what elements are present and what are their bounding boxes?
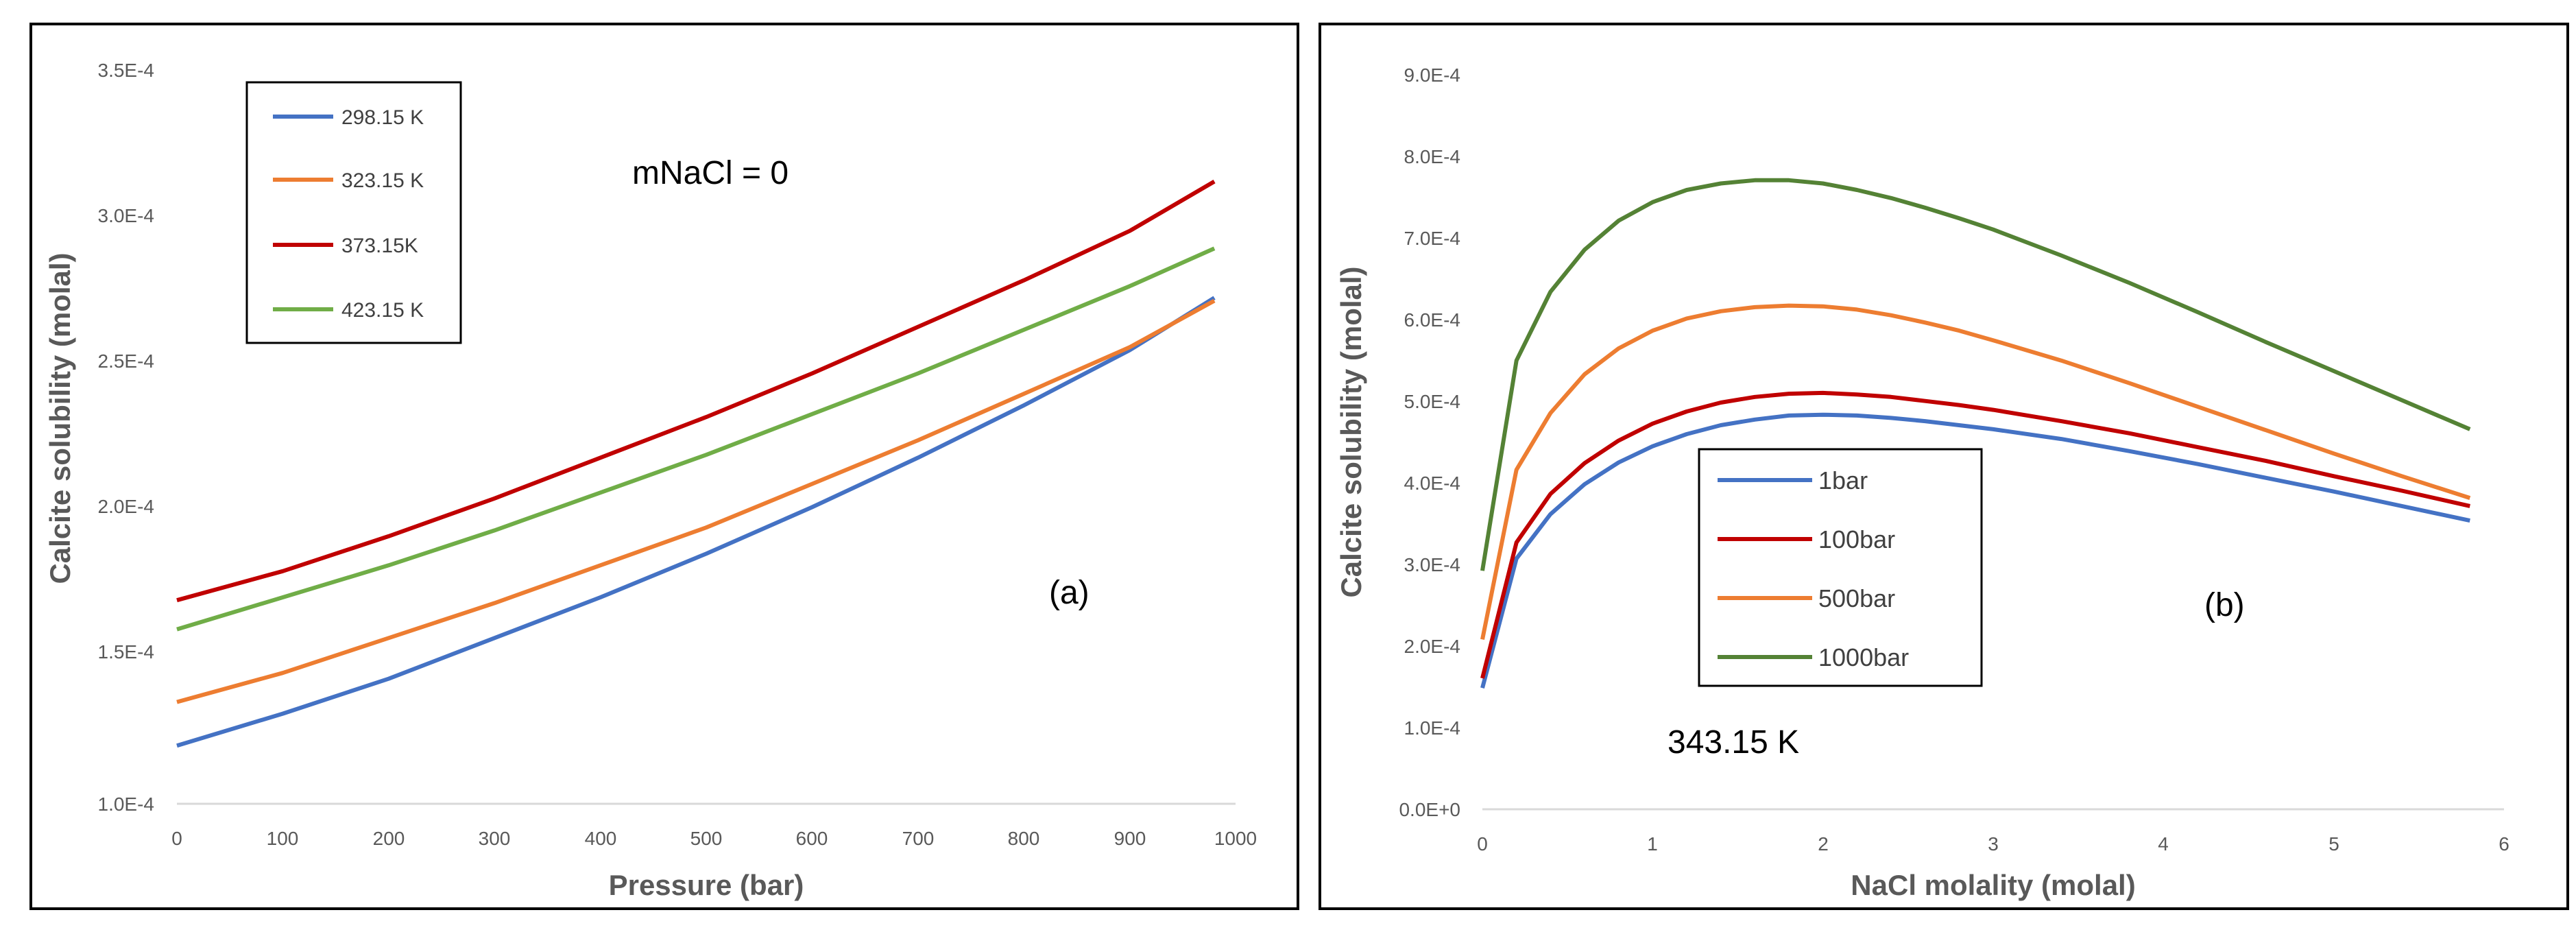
panel-b-x-ticks: 0 1 2 3 4 5 6 [1477, 833, 2509, 855]
panel-b-y-axis-title: Calcite solubility (molal) [1335, 266, 1367, 597]
panel-a-x-ticks: 0 100 200 300 400 500 600 700 800 900 10… [171, 828, 1257, 849]
panel-b-x-tick: 6 [2499, 833, 2509, 855]
panel-b-x-tick: 3 [1988, 833, 1999, 855]
panel-b-y-tick: 2.0E-4 [1404, 636, 1461, 657]
panel-a-x-tick: 300 [479, 828, 511, 849]
panel-a-y-tick: 1.5E-4 [98, 641, 155, 663]
panel-a-y-ticks: 1.0E-4 1.5E-4 2.0E-4 2.5E-4 3.0E-4 3.5E-… [98, 60, 155, 815]
panel-a-x-tick: 400 [585, 828, 617, 849]
panel-b-y-tick: 6.0E-4 [1404, 309, 1461, 331]
panel-a-series-373-15k-line [176, 180, 1216, 603]
panel-b-label: (b) [2204, 587, 2245, 623]
panel-a-x-axis-title: Pressure (bar) [609, 869, 804, 901]
panel-a-y-tick: 1.0E-4 [98, 793, 155, 815]
panel-a-y-tick: 3.0E-4 [98, 205, 155, 226]
panel-b-series-100bar-line [1480, 390, 2470, 679]
panel-a-annotation: mNaCl = 0 [632, 155, 789, 191]
panel-b-y-ticks: 0.0E+0 1.0E-4 2.0E-4 3.0E-4 4.0E-4 5.0E-… [1399, 64, 1460, 820]
panel-a-x-tick: 500 [690, 828, 723, 849]
panel-a-series [176, 180, 1216, 748]
panel-b-x-tick: 1 [1647, 833, 1658, 855]
panel-b-x-tick: 2 [1818, 833, 1829, 855]
panel-a-y-tick: 3.5E-4 [98, 60, 155, 81]
panel-b-series-500bar-line [1480, 303, 2471, 640]
panel-b-annotation: 343.15 K [1668, 724, 1799, 761]
panel-b-legend-label-100bar: 100bar [1818, 525, 1895, 553]
panel-a-x-tick: 700 [902, 828, 935, 849]
panel-b-y-tick: 4.0E-4 [1404, 473, 1461, 494]
panel-b-legend-label-1000bar: 1000bar [1818, 643, 1909, 671]
panel-a-x-tick: 200 [373, 828, 405, 849]
panel-a-x-tick: 600 [796, 828, 828, 849]
panel-a-legend-box [245, 81, 462, 344]
panel-a-x-tick: 1000 [1214, 828, 1257, 849]
panel-b-y-tick: 3.0E-4 [1404, 554, 1461, 575]
panel-b-y-tick: 1.0E-4 [1404, 717, 1461, 739]
panel-b-y-tick: 9.0E-4 [1404, 64, 1461, 86]
panel-a-series-323-15k-line [176, 298, 1216, 704]
panel-b-legend-label-1bar: 1bar [1818, 466, 1868, 494]
panel-b-x-tick: 0 [1477, 833, 1488, 855]
panel-a-x-tick: 900 [1114, 828, 1146, 849]
panel-b-series-1000bar-line [1480, 178, 2471, 571]
panel-b-y-tick: 8.0E-4 [1404, 146, 1461, 167]
panel-b-series-1bar-line [1480, 412, 2470, 689]
panel-b-legend-label-500bar: 500bar [1818, 584, 1895, 612]
panel-a-series-298-15k-line [176, 296, 1216, 748]
panel-a-label: (a) [1049, 575, 1090, 611]
panel-a-legend-label-373-15k: 373.15K [341, 235, 418, 257]
panel-b-axes: 0.0E+0 1.0E-4 2.0E-4 3.0E-4 4.0E-4 5.0E-… [1335, 64, 2509, 901]
panel-a-x-tick: 100 [267, 828, 299, 849]
panel-b-x-tick: 5 [2328, 833, 2339, 855]
panel-a-axes: 1.0E-4 1.5E-4 2.0E-4 2.5E-4 3.0E-4 3.5E-… [44, 60, 1257, 901]
panel-a-legend-label-298-15k: 298.15 K [341, 106, 424, 129]
panel-a-x-tick: 800 [1008, 828, 1040, 849]
panel-b-y-tick: 5.0E-4 [1404, 391, 1461, 412]
panel-b-x-tick: 4 [2158, 833, 2169, 855]
panel-a-y-axis-title: Calcite solubility (molal) [44, 252, 76, 584]
panel-a-series-423-15k-line [176, 246, 1216, 632]
panel-a-frame [29, 23, 1299, 910]
panel-b-series [1480, 178, 2471, 689]
panel-b-y-tick: 0.0E+0 [1399, 799, 1460, 820]
panel-a-y-tick: 2.5E-4 [98, 350, 155, 372]
panel-b-x-axis-title: NaCl molality (molal) [1851, 869, 2135, 901]
panel-a-legend-label-423-15k: 423.15 K [341, 299, 424, 322]
panel-b-y-tick: 7.0E-4 [1404, 228, 1461, 249]
panel-a-legend-label-323-15k: 323.15 K [341, 169, 424, 192]
panel-a-y-tick: 2.0E-4 [98, 496, 155, 517]
panel-b-legend-box [1698, 448, 1983, 687]
panel-b-legend: 1bar 100bar 500bar 1000bar [1698, 448, 1983, 687]
panel-a-x-tick: 0 [171, 828, 182, 849]
panel-a-legend: 298.15 K 323.15 K 373.15K 423.15 K [245, 81, 462, 344]
